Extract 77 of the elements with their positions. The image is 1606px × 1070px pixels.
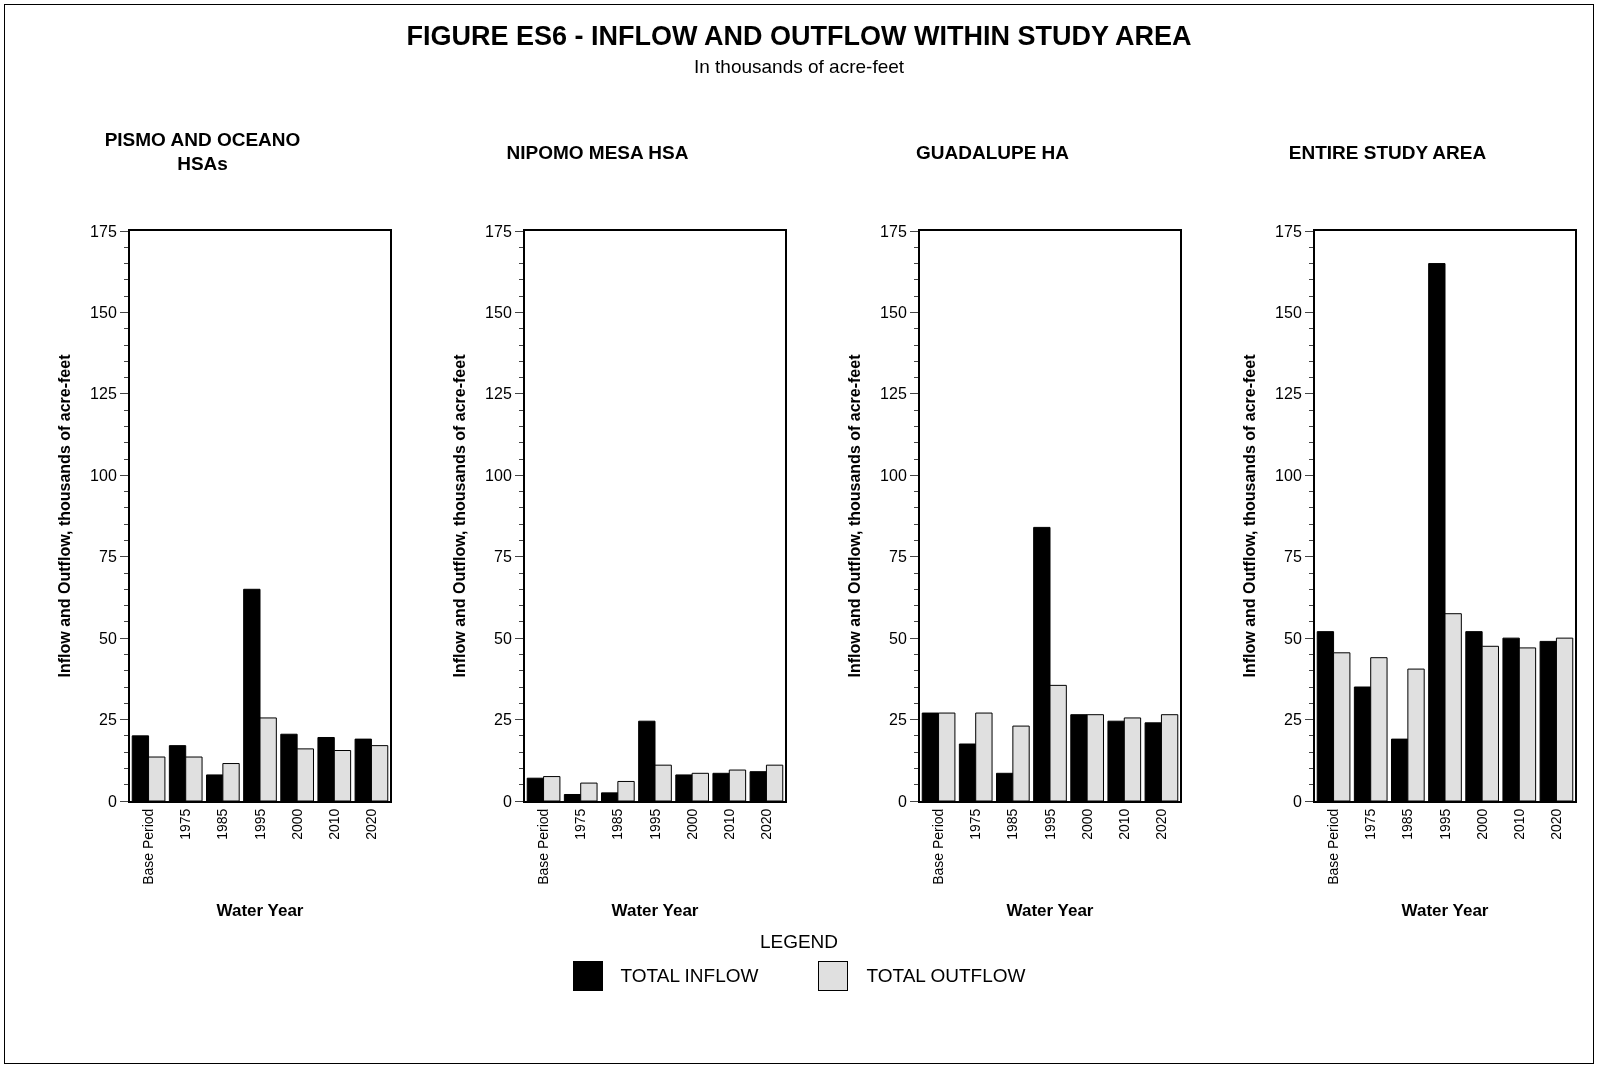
y-axis-title: Inflow and Outflow, thousands of acre-feet: [1241, 353, 1259, 678]
x-tick-label: Base Period: [140, 808, 157, 885]
x-tick-label: 1985: [1399, 808, 1416, 840]
x-tick-label: 1985: [214, 808, 231, 840]
y-tick-label: 0: [502, 792, 512, 810]
y-tick-label: 150: [1275, 304, 1302, 322]
x-axis-title: Water Year: [216, 900, 304, 920]
chart-title: ENTIRE STUDY AREA: [1288, 141, 1487, 163]
chart-title: NIPOMO MESA HSA: [506, 141, 689, 163]
y-tick-label: 175: [485, 222, 512, 240]
x-tick-label: 1995: [251, 808, 268, 840]
x-tick-label: Base Period: [930, 808, 947, 885]
x-tick-label: 1975: [1362, 808, 1379, 840]
y-tick-label: 175: [90, 222, 117, 240]
x-axis-title: Water Year: [611, 900, 699, 920]
x-tick-label: 2010: [720, 808, 737, 840]
chart-title: GUADALUPE HA: [915, 141, 1070, 163]
x-tick-label: 2000: [1078, 808, 1095, 840]
y-tick-label: 175: [880, 222, 907, 240]
x-tick-label: 2020: [1547, 808, 1564, 840]
y-tick-label: 25: [99, 711, 117, 729]
y-tick-label: 25: [494, 711, 512, 729]
y-tick-label: 50: [889, 629, 907, 647]
x-axis-title: Water Year: [1401, 900, 1489, 920]
legend-title: LEGEND: [758, 931, 840, 953]
y-axis-title: Inflow and Outflow, thousands of acre-feet: [56, 353, 74, 678]
legend-label: TOTAL OUTFLOW: [866, 965, 1026, 987]
y-tick-label: 100: [90, 466, 117, 484]
y-tick-label: 75: [494, 548, 512, 566]
y-tick-label: 0: [897, 792, 907, 810]
x-tick-label: 2000: [1473, 808, 1490, 840]
x-axis-title: Water Year: [1006, 900, 1094, 920]
y-tick-label: 25: [889, 711, 907, 729]
x-tick-label: 2020: [757, 808, 774, 840]
y-tick-label: 75: [1284, 548, 1302, 566]
x-tick-label: 2000: [288, 808, 305, 840]
y-tick-label: 50: [494, 629, 512, 647]
x-tick-label: Base Period: [535, 808, 552, 885]
chart-title: PISMO AND OCEANO HSAs: [104, 128, 301, 175]
y-tick-label: 125: [485, 385, 512, 403]
x-tick-label: 1985: [1004, 808, 1021, 840]
x-tick-label: 1995: [646, 808, 663, 840]
y-tick-label: 100: [880, 466, 907, 484]
x-tick-label: 1995: [1041, 808, 1058, 840]
y-tick-label: 125: [90, 385, 117, 403]
x-tick-label: 2010: [325, 808, 342, 840]
text: In thousands of acre-feet: [692, 56, 906, 78]
y-tick-label: 150: [880, 304, 907, 322]
x-tick-label: Base Period: [1325, 808, 1342, 885]
x-tick-label: 2010: [1510, 808, 1527, 840]
y-tick-label: 100: [485, 466, 512, 484]
y-tick-label: 175: [1275, 222, 1302, 240]
y-axis-title: Inflow and Outflow, thousands of acre-feet: [451, 353, 469, 678]
x-tick-label: 2000: [683, 808, 700, 840]
x-tick-label: 1995: [1436, 808, 1453, 840]
y-tick-label: 50: [1284, 629, 1302, 647]
y-tick-label: 150: [485, 304, 512, 322]
x-tick-label: 1975: [967, 808, 984, 840]
y-tick-label: 150: [90, 304, 117, 322]
x-tick-label: 2020: [362, 808, 379, 840]
y-tick-label: 125: [880, 385, 907, 403]
y-tick-label: 100: [1275, 466, 1302, 484]
legend-label: TOTAL INFLOW: [620, 965, 759, 987]
x-tick-label: 2020: [1152, 808, 1169, 840]
y-tick-label: 50: [99, 629, 117, 647]
x-tick-label: 2010: [1115, 808, 1132, 840]
y-tick-label: 125: [1275, 385, 1302, 403]
x-tick-label: 1975: [572, 808, 589, 840]
text: FIGURE ES6 - INFLOW AND OUTFLOW WITHIN STUDY AREA: [405, 21, 1193, 52]
y-tick-label: 75: [99, 548, 117, 566]
y-tick-label: 0: [107, 792, 117, 810]
x-tick-label: 1985: [609, 808, 626, 840]
y-tick-label: 0: [1292, 792, 1302, 810]
y-axis-title: Inflow and Outflow, thousands of acre-feet: [846, 353, 864, 678]
x-tick-label: 1975: [177, 808, 194, 840]
y-tick-label: 25: [1284, 711, 1302, 729]
y-tick-label: 75: [889, 548, 907, 566]
